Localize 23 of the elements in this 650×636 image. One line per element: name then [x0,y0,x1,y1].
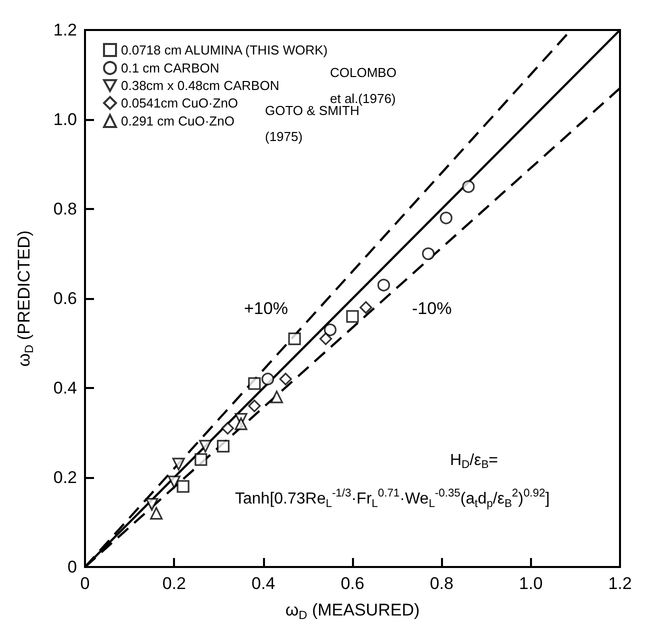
y-tick-label: 0 [68,558,77,576]
x-tick-label: 0.8 [430,574,454,593]
legend-label: 0.0541cm CuO·ZnO [121,96,238,110]
y-axis-title: ωD (PREDICTED) [14,230,36,367]
x-tick-label: 1.0 [519,574,543,593]
annotation: COLOMBO et al.(1976) [330,65,400,106]
legend-label: 0.38cm x 0.48cm CARBON [121,78,280,93]
y-tick-label: 0.6 [53,289,77,308]
x-tick-label: 0.4 [252,574,276,593]
legend-label: 0.1 cm CARBON [121,60,220,76]
y-tick-label: 0.4 [53,378,77,398]
y-tick-label: 1.2 [53,20,77,40]
annotation: -10% [412,299,452,318]
x-tick-label: 0.2 [162,574,186,593]
x-tick-label: 0 [80,574,90,593]
y-tick-label: 0.8 [53,200,77,218]
y-tick-label: 1.0 [53,110,77,129]
x-tick-label: 0.6 [340,574,364,593]
y-tick-label: 0.2 [53,468,77,487]
x-tick-label: 1.2 [608,574,632,593]
legend-label: 0.0718 cm ALUMINA (THIS WORK) [121,42,328,58]
annotation: +10% [244,299,288,318]
legend-label: 0.291 cm CuO·ZnO [121,114,234,128]
